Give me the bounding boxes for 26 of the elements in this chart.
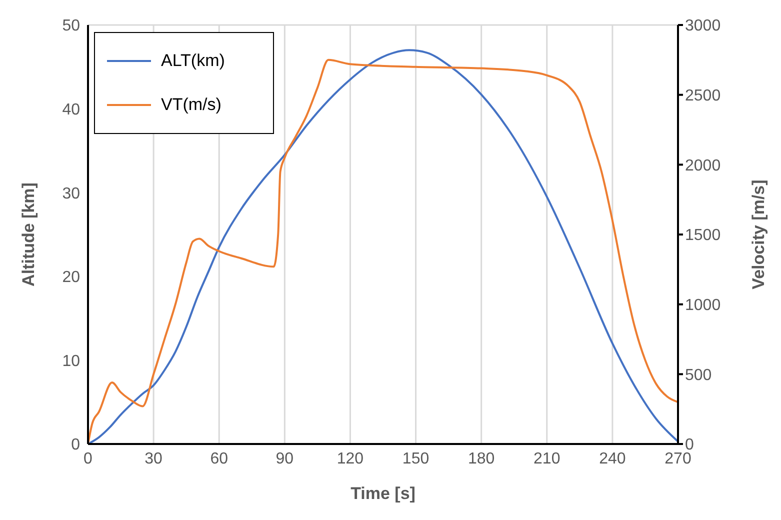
y-axis-title: Altitude [km] [19,182,38,286]
x-tick-label: 150 [402,450,430,468]
x-tick-label: 240 [599,450,626,468]
y-tick-label: 40 [62,101,80,118]
y-tick-label: 30 [62,185,80,202]
y2-tick-label: 1000 [685,297,721,314]
y-tick-label: 0 [71,436,80,454]
x-tick-label: 120 [336,450,364,468]
x-axis-title: Time [s] [350,484,416,503]
y-tick-label: 10 [62,352,80,370]
y2-tick-label: 3000 [685,18,721,35]
x-tick-label: 90 [276,450,294,468]
y-tick-label: 50 [62,18,80,35]
x-tick-label: 30 [144,450,163,468]
y-tick-label: 20 [62,269,80,286]
legend-label: VT(m/s) [161,95,222,115]
y2-tick-label: 1500 [685,227,721,244]
x-tick-label: 60 [210,450,228,468]
y2-tick-label: 2500 [685,88,721,105]
legend-label: ALT(km) [161,51,225,71]
x-tick-label: 180 [468,450,495,468]
x-tick-label: 0 [84,450,93,468]
y2-tick-label: 2000 [685,157,721,174]
x-tick-label: 210 [534,450,560,468]
y2-tick-label: 500 [685,366,712,384]
y2-axis-title: Velocity [m/s] [749,180,768,290]
